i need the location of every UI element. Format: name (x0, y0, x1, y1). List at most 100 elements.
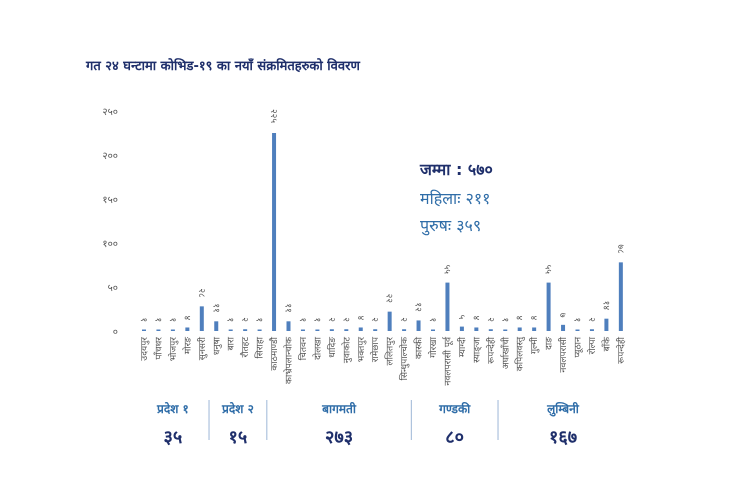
data-label: ११ (283, 303, 293, 312)
bar (228, 329, 233, 331)
data-label: २२ (384, 294, 394, 304)
x-tick-label: सुनसरी (196, 336, 208, 360)
bar (387, 311, 392, 331)
data-label: ४ (181, 315, 191, 320)
x-tick-label: सिराहा (254, 336, 266, 358)
x-tick-label: नवलपरासी पूर्व (441, 336, 453, 386)
bar (358, 327, 363, 331)
x-tick-label: रामेछाप (369, 336, 381, 362)
data-label: १ (297, 318, 307, 323)
y-tick-label: १०० (102, 239, 118, 250)
x-tick-label: रूपन्देही (615, 336, 627, 363)
x-tick-label: ललितपुर (384, 337, 396, 366)
y-tick-label: २०० (102, 151, 118, 162)
bar (214, 321, 219, 331)
data-label: २ (398, 317, 408, 322)
bar (373, 329, 378, 331)
data-label: २ (326, 317, 336, 322)
bar (286, 321, 291, 331)
bar (604, 318, 609, 331)
bar (561, 324, 566, 331)
bar (156, 329, 161, 331)
data-label: २ (369, 317, 379, 322)
data-label: २८ (196, 288, 206, 298)
data-label: ५ (456, 315, 466, 320)
bar (257, 329, 262, 331)
data-label: १ (167, 318, 177, 323)
data-label: ७८ (615, 244, 625, 254)
province-name: बागमती (321, 402, 357, 416)
bar (589, 329, 594, 331)
x-tick-label: पाँचथर (152, 337, 164, 360)
x-tick-label: धनुषा (212, 336, 222, 355)
y-tick-label: २५० (102, 107, 118, 118)
x-tick-label: बारा (227, 336, 237, 350)
bar (517, 327, 522, 331)
x-tick-label: दोलखा (311, 336, 323, 360)
data-label: २२५ (268, 109, 278, 123)
data-label: ७ (557, 313, 567, 318)
data-label: २ (340, 317, 350, 322)
data-label: १ (499, 318, 509, 323)
bar (199, 306, 204, 331)
bar (272, 133, 277, 331)
x-tick-label: अर्घाखाँची (499, 336, 511, 369)
province-name: लुम्बिनी (546, 402, 580, 417)
bar (532, 327, 537, 331)
bar (416, 320, 421, 331)
y-tick-label: ० (113, 327, 118, 338)
y-tick-label: ५० (108, 283, 118, 294)
data-label: ४ (528, 315, 538, 320)
x-tick-label: स्याङ्जा (472, 336, 482, 362)
x-tick-label: दाङ (545, 337, 555, 350)
province-total: ८० (445, 427, 464, 448)
male-count: पुरुषः ३५९ (420, 216, 482, 235)
bar (618, 262, 623, 331)
bar (185, 327, 190, 331)
y-tick-label: १५० (102, 195, 118, 206)
x-tick-label: रोल्पा (586, 336, 598, 354)
x-tick-label: म्याग्दी (456, 336, 468, 357)
bar (431, 329, 435, 331)
data-label: ११ (210, 303, 220, 312)
data-label: ४ (514, 315, 524, 320)
bar (170, 329, 175, 331)
female-count: महिलाः २११ (420, 189, 491, 208)
data-label: ४ (470, 315, 480, 320)
bar (344, 329, 349, 331)
data-label: १ (152, 318, 162, 323)
x-tick-label: धादिङ (326, 337, 338, 358)
province-total: ३५ (164, 427, 183, 448)
bar (315, 329, 320, 331)
data-label: २ (485, 317, 495, 322)
bar (474, 327, 479, 331)
x-tick-label: गुल्मी (528, 336, 540, 354)
data-label: १ (138, 318, 148, 323)
data-label: १ (572, 318, 582, 323)
province-total: १६७ (549, 427, 577, 448)
x-tick-label: रूपन्देही (485, 336, 497, 363)
x-tick-label: नवलपरासी (557, 336, 569, 372)
x-tick-label: बाँके (600, 336, 612, 351)
x-tick-label: गोरखा (427, 336, 439, 357)
province-name: प्रदेश २ (221, 402, 254, 416)
province-name: गण्डकी (438, 402, 471, 416)
bar (445, 282, 450, 331)
data-label: १४ (600, 301, 610, 311)
bar (142, 329, 146, 331)
x-tick-label: भक्तपुर (357, 337, 367, 362)
bar (329, 329, 334, 331)
data-label: २ (239, 317, 249, 322)
province-total: १५ (229, 427, 248, 448)
x-tick-label: काठमाण्डौ (268, 336, 280, 370)
bar (546, 282, 551, 331)
x-tick-label: सिन्धुपाल्चोक (398, 336, 410, 380)
data-label: २ (586, 317, 596, 322)
bar (402, 329, 407, 331)
x-tick-label: रौतहट (239, 337, 251, 358)
data-label: १ (225, 318, 235, 323)
province-total: २७३ (325, 427, 353, 448)
chart-title: गत २४ घन्टामा कोभिड-१९ का नयाँ संक्रमितह… (86, 59, 360, 74)
x-tick-label: भोजपुर (167, 337, 179, 361)
